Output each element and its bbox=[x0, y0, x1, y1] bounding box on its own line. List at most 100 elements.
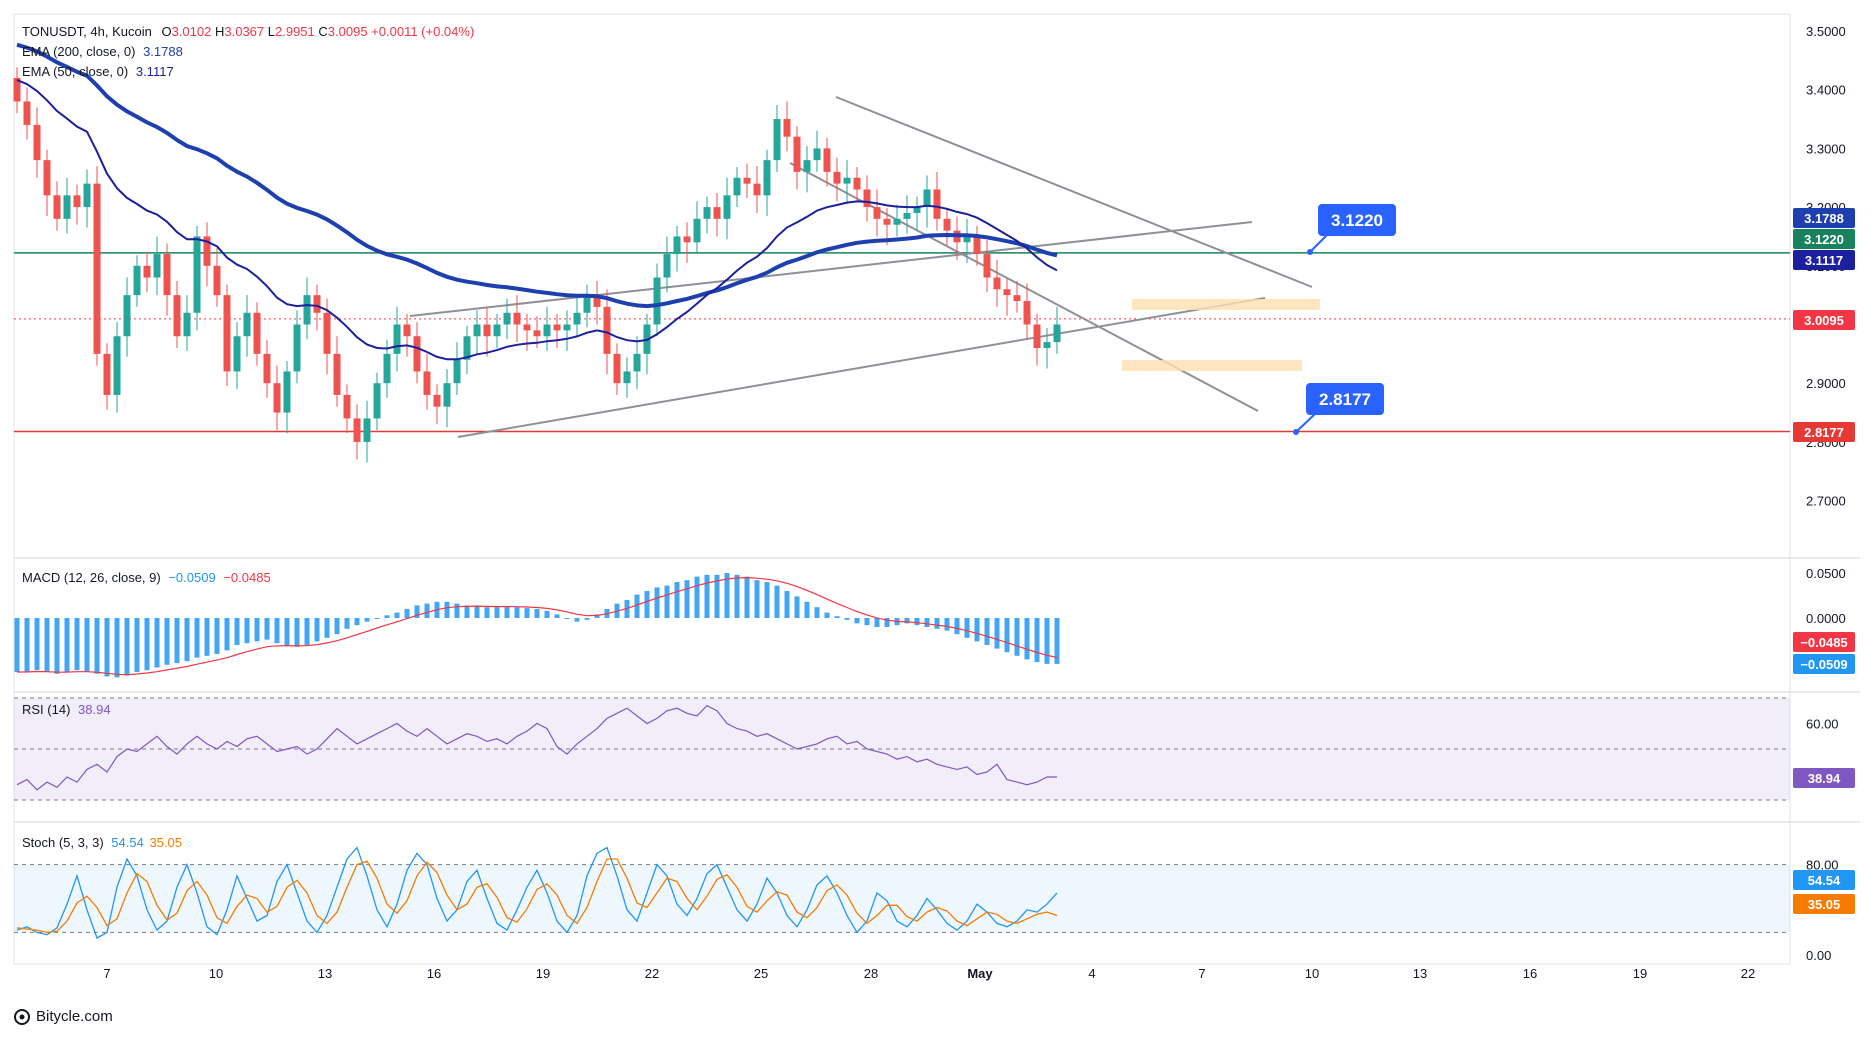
candle-body bbox=[603, 306, 611, 354]
exchange-label: Kucoin bbox=[112, 24, 152, 39]
candle-body bbox=[123, 295, 131, 337]
rsi-legend[interactable]: RSI (14) 38.94 bbox=[22, 700, 111, 720]
macd-histogram-bar bbox=[264, 618, 270, 640]
candle-body bbox=[243, 312, 251, 337]
macd-histogram-bar bbox=[64, 618, 70, 672]
stoch-k-line bbox=[16, 846, 1058, 939]
candle-body bbox=[313, 295, 321, 313]
interval-label[interactable]: 4h bbox=[90, 24, 105, 39]
candle-body bbox=[973, 236, 981, 255]
candle-body bbox=[1053, 324, 1061, 343]
macd-legend[interactable]: MACD (12, 26, close, 9) −0.0509 −0.0485 bbox=[22, 568, 271, 588]
macd-histogram-bar bbox=[504, 606, 510, 618]
upper-zone-highlight bbox=[1132, 299, 1320, 310]
candle-body bbox=[873, 207, 881, 219]
candle-body bbox=[33, 124, 41, 161]
rsi-title: RSI (14) bbox=[22, 702, 71, 717]
date-tick-label: 16 bbox=[1523, 966, 1537, 981]
macd-histogram-bar bbox=[974, 618, 980, 642]
macd-histogram-bar bbox=[334, 618, 340, 635]
candle-body bbox=[233, 336, 241, 372]
ema50-value: 3.1117 bbox=[135, 64, 174, 79]
macd-histogram-bar bbox=[764, 582, 770, 618]
stoch-badge: 54.54 bbox=[1808, 873, 1841, 888]
close-label: C bbox=[318, 24, 328, 39]
macd-histogram-bar bbox=[1024, 618, 1030, 660]
candle-body bbox=[913, 207, 921, 213]
candle-body bbox=[433, 394, 441, 407]
macd-histogram-bar bbox=[964, 618, 970, 638]
candle-body bbox=[723, 195, 731, 219]
macd-histogram-bar bbox=[1034, 618, 1040, 663]
price-tick-label: 3.3000 bbox=[1806, 141, 1846, 156]
candle-body bbox=[113, 336, 121, 395]
candle-body bbox=[253, 312, 261, 354]
candle-body bbox=[443, 383, 451, 407]
macd-histogram-bar bbox=[584, 618, 590, 620]
macd-histogram-bar bbox=[114, 618, 120, 678]
candle-body bbox=[183, 312, 191, 337]
ema50-legend-row[interactable]: EMA (50, close, 0) 3.1117 bbox=[22, 62, 474, 82]
candle-body bbox=[203, 236, 211, 266]
stoch-legend[interactable]: Stoch (5, 3, 3) 54.54 35.05 bbox=[22, 833, 182, 853]
macd-histogram-bar bbox=[944, 618, 950, 631]
candle-body bbox=[813, 148, 821, 161]
macd-histogram-bar bbox=[184, 618, 190, 662]
macd-histogram-bar bbox=[324, 618, 330, 638]
falling-channel-upper bbox=[835, 96, 1313, 288]
macd-histogram-bar bbox=[684, 580, 690, 618]
candle-body bbox=[1033, 324, 1041, 348]
candle-body bbox=[423, 371, 431, 395]
candle-body bbox=[1023, 301, 1031, 325]
macd-histogram-bar bbox=[664, 585, 670, 618]
macd-histogram-bar bbox=[454, 603, 460, 618]
price-badge-bg bbox=[1793, 310, 1855, 330]
macd-value: −0.0509 bbox=[168, 570, 216, 585]
candle-body bbox=[173, 295, 181, 337]
candle-body bbox=[263, 353, 271, 384]
macd-badge-bg bbox=[1793, 632, 1855, 652]
macd-histogram-bar bbox=[754, 580, 760, 618]
macd-histogram-bar bbox=[474, 605, 480, 618]
callout-label: 2.8177 bbox=[1319, 390, 1371, 409]
candle-body bbox=[573, 312, 581, 325]
candle-body bbox=[413, 336, 421, 372]
ema200-legend-row[interactable]: EMA (200, close, 0) 3.1788 bbox=[22, 42, 474, 62]
candle-body bbox=[353, 418, 361, 442]
macd-histogram-bar bbox=[544, 610, 550, 618]
macd-badge-bg bbox=[1793, 654, 1855, 674]
candle-body bbox=[883, 218, 891, 225]
macd-histogram-bar bbox=[1044, 618, 1050, 664]
macd-histogram-bar bbox=[344, 618, 350, 629]
macd-histogram-bar bbox=[864, 618, 870, 626]
macd-histogram-bar bbox=[424, 603, 430, 618]
candle-body bbox=[513, 312, 521, 325]
macd-signal-line bbox=[17, 576, 1058, 676]
candle-body bbox=[303, 295, 311, 325]
macd-histogram-bar bbox=[164, 618, 170, 665]
callout-pointer bbox=[1295, 412, 1317, 433]
price-tick-label: 2.7000 bbox=[1806, 494, 1846, 509]
low-label: L bbox=[267, 24, 275, 39]
macd-histogram-bar bbox=[824, 612, 830, 618]
price-badge: 2.8177 bbox=[1804, 425, 1844, 440]
date-tick-label: 16 bbox=[427, 966, 441, 981]
symbol-label[interactable]: TONUSDT bbox=[22, 24, 84, 39]
macd-histogram-bar bbox=[274, 618, 280, 644]
callout-box bbox=[1306, 383, 1384, 415]
candle-body bbox=[783, 119, 791, 137]
branding-footer[interactable]: Bitycle.com bbox=[14, 1008, 113, 1025]
ema200-title: EMA (200, close, 0) bbox=[22, 44, 136, 59]
candle-body bbox=[653, 277, 661, 325]
macd-histogram-bar bbox=[414, 605, 420, 618]
site-name: Bitycle.com bbox=[36, 1008, 113, 1025]
axis-layer: 3.50003.40003.30003.20003.10003.00002.90… bbox=[103, 24, 1855, 981]
macd-histogram-bar bbox=[1004, 618, 1010, 653]
candle-body bbox=[73, 195, 81, 208]
candle-body bbox=[213, 265, 221, 296]
candle-body bbox=[1003, 289, 1011, 296]
stoch-badge-bg bbox=[1793, 870, 1855, 890]
macd-histogram-bar bbox=[734, 574, 740, 618]
macd-histogram-bar bbox=[384, 615, 390, 618]
